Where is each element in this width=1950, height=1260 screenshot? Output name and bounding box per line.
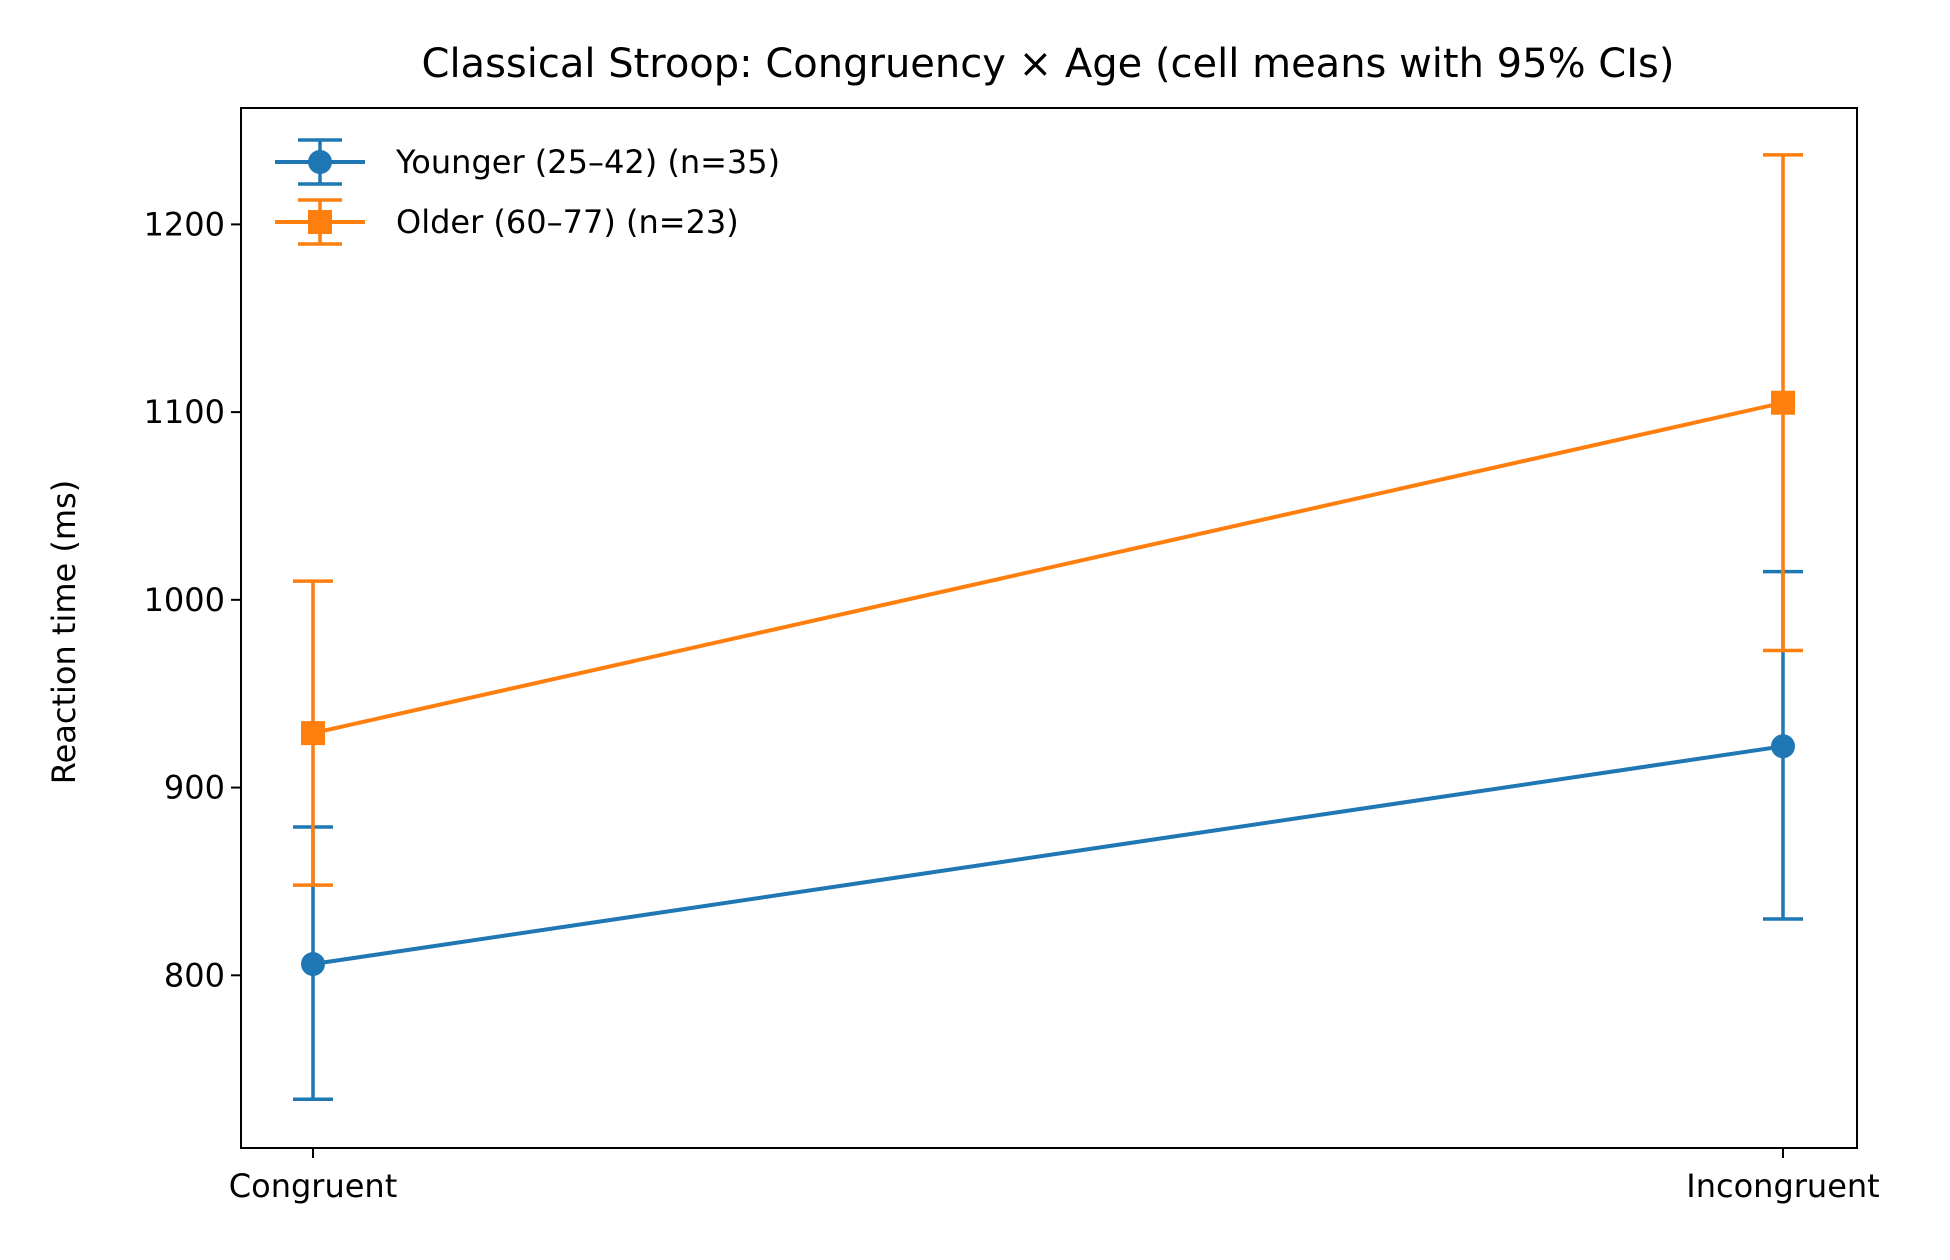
axes: 800 900 1000 1100 1200 Congruent Incongruent	[144, 205, 1880, 1205]
series-2	[293, 153, 1803, 887]
series-line	[312, 744, 1784, 967]
legend-label: Younger (25–42) (n=35)	[395, 143, 780, 181]
data-point	[301, 721, 325, 746]
x-tick-label: Congruent	[229, 1167, 397, 1205]
y-tick-label: 1000	[144, 581, 225, 619]
legend-label: Older (60–77) (n=23)	[396, 203, 739, 241]
data-point	[301, 952, 325, 977]
plot-frame	[240, 107, 1858, 1149]
data-point	[1771, 734, 1795, 759]
y-axis-label: Reaction time (ms)	[45, 480, 83, 784]
y-tick-label: 1100	[144, 393, 225, 431]
legend-marker	[308, 210, 332, 234]
legend: Younger (25–42) (n=35) Older (60–77) (n=2…	[275, 138, 780, 246]
data-point	[1771, 390, 1795, 415]
legend-item-2: Older (60–77) (n=23)	[275, 198, 739, 246]
legend-item-1: Younger (25–42) (n=35)	[275, 138, 780, 186]
y-tick-label: 900	[164, 769, 225, 807]
chart-title: Classical Stroop: Congruency × Age (cell…	[422, 41, 1675, 87]
x-tick-label: Incongruent	[1686, 1167, 1879, 1205]
series-line	[312, 400, 1784, 736]
y-tick-label: 1200	[144, 205, 225, 243]
y-tick-label: 800	[164, 956, 225, 994]
legend-marker	[308, 150, 332, 174]
plot-area	[293, 153, 1803, 1101]
